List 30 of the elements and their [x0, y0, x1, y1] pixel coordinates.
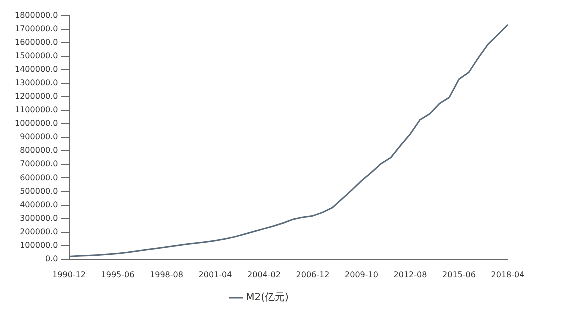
y-tick-label: 1200000.0: [14, 92, 58, 102]
y-tick-label: 1800000.0: [14, 10, 58, 20]
x-tick-label: 2015-06: [442, 270, 476, 280]
y-tick-label: 100000.0: [20, 240, 58, 250]
x-tick-label: 1990-12: [52, 270, 86, 280]
x-tick-label: 2004-02: [248, 270, 281, 280]
x-tick-label: 1998-08: [150, 270, 184, 280]
x-tick-label: 2001-04: [198, 270, 232, 280]
y-tick-label: 800000.0: [20, 146, 58, 156]
y-tick-label: 500000.0: [20, 186, 58, 196]
y-tick-label: 1100000.0: [14, 106, 58, 115]
y-tick-label: 200000.0: [20, 227, 58, 236]
y-tick-label: 1000000.0: [14, 119, 58, 128]
y-tick-label: 700000.0: [20, 160, 58, 169]
y-tick-label: 900000.0: [20, 132, 58, 142]
y-tick-label: 1500000.0: [14, 51, 58, 60]
y-tick-label: 400000.0: [20, 200, 58, 210]
x-tick-label: 1995-06: [101, 270, 135, 280]
y-tick-label: 0.0: [46, 254, 58, 264]
y-tick-label: 1600000.0: [14, 38, 58, 47]
legend-label: M2(亿元): [246, 292, 289, 304]
x-tick-label: 2006-12: [296, 270, 330, 280]
x-tick-label: 2012-08: [394, 270, 428, 280]
y-tick-label: 600000.0: [20, 173, 58, 182]
y-tick-label: 1700000.0: [14, 24, 58, 34]
y-tick-label: 1400000.0: [14, 65, 58, 74]
x-tick-label: 2009-10: [345, 270, 378, 280]
y-tick-label: 1300000.0: [14, 78, 58, 88]
y-tick-label: 300000.0: [20, 214, 58, 223]
x-tick-label: 2018-04: [491, 270, 525, 280]
